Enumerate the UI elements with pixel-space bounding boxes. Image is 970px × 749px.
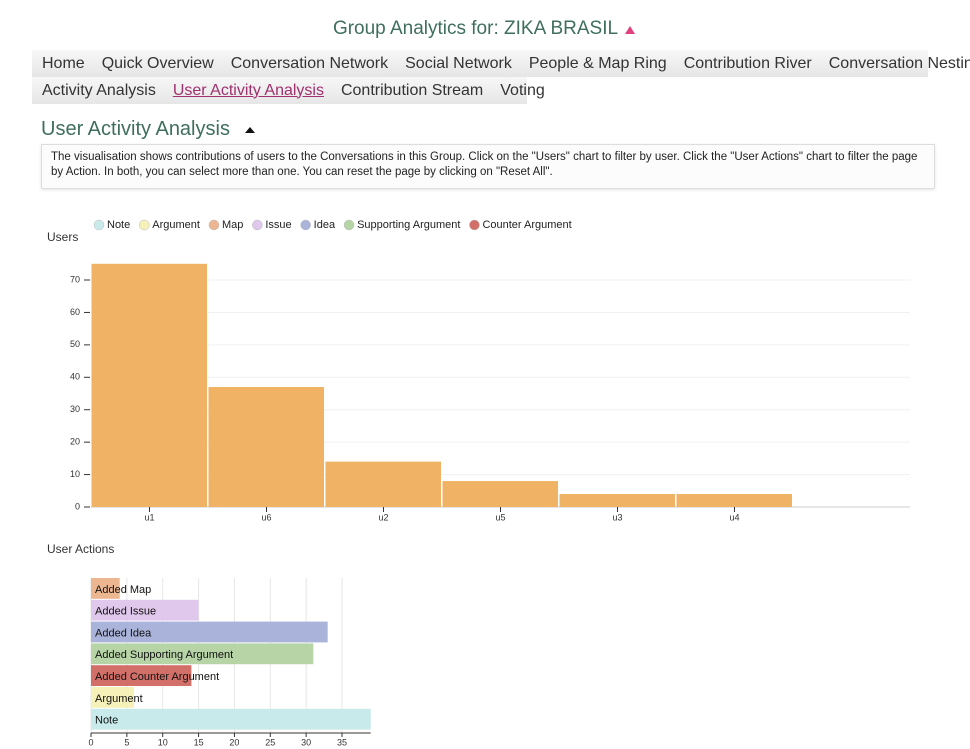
- row-bar[interactable]: [91, 621, 328, 643]
- x-tick-label: 0: [88, 737, 93, 747]
- nav-row: Home Quick Overview Conversation Network So…: [32, 50, 970, 77]
- nav-item[interactable]: Conversation Nesting: [828, 54, 970, 72]
- legend-swatch[interactable]: [300, 219, 311, 231]
- section-title-text: User Activity Analysis: [41, 118, 230, 140]
- nav-item[interactable]: User Activity Analysis: [172, 81, 324, 99]
- x-tick-label: 15: [194, 737, 204, 747]
- row-label[interactable]: Added Supporting Argument: [95, 649, 233, 661]
- row-label[interactable]: Note: [95, 715, 118, 727]
- bar[interactable]: [325, 461, 442, 507]
- x-tick-label: u5: [495, 512, 505, 522]
- row-label[interactable]: Added Idea: [95, 627, 152, 639]
- bar[interactable]: [676, 494, 793, 507]
- toggle-icon[interactable]: [244, 123, 258, 135]
- legend-swatch[interactable]: [343, 219, 355, 231]
- legend-label[interactable]: Issue: [265, 219, 291, 231]
- page-title: Group Analytics for: ZIKA BRASIL: [0, 18, 970, 40]
- legend-label[interactable]: Argument: [152, 219, 200, 231]
- x-tick-label: u2: [378, 512, 388, 522]
- legend-swatch[interactable]: [252, 219, 263, 231]
- row-bar[interactable]: [91, 643, 314, 665]
- x-tick-label: u6: [261, 512, 271, 522]
- legend-swatch[interactable]: [208, 219, 220, 231]
- nav-item[interactable]: Voting: [500, 81, 545, 99]
- row-bar[interactable]: [91, 665, 192, 686]
- row-label[interactable]: Added Counter Argument: [95, 671, 219, 683]
- nav-item[interactable]: Conversation Network: [230, 54, 389, 72]
- y-tick-label: 50: [70, 339, 80, 349]
- title-text: Group Analytics for: ZIKA BRASIL: [332, 18, 619, 39]
- legend-label[interactable]: Note: [107, 219, 130, 231]
- row-label[interactable]: Added Map: [95, 584, 151, 596]
- row-label[interactable]: Argument: [95, 693, 143, 705]
- section-title: User Activity Analysis: [41, 118, 258, 141]
- nav-item[interactable]: People & Map Ring: [528, 54, 667, 72]
- chart-title: User Actions: [47, 542, 114, 556]
- x-tick-label: 30: [301, 737, 311, 747]
- row-bar[interactable]: [91, 687, 135, 708]
- nav-item[interactable]: Quick Overview: [101, 54, 214, 72]
- chart-title: Users: [47, 230, 78, 244]
- y-tick-label: 70: [70, 274, 80, 284]
- y-tick-label: 20: [70, 437, 80, 447]
- nav-item[interactable]: Social Network: [405, 54, 512, 72]
- x-tick-label: u1: [144, 512, 154, 522]
- y-tick-label: 0: [75, 501, 80, 511]
- legend-label[interactable]: Map: [222, 219, 243, 231]
- nav-row: Activity Analysis User Activity Analysis C…: [32, 77, 545, 104]
- x-tick-label: u4: [729, 512, 739, 522]
- x-tick-label: u3: [612, 512, 622, 522]
- bar[interactable]: [91, 263, 208, 507]
- description: The visualisation shows contributions of…: [41, 144, 935, 189]
- row-bar[interactable]: [91, 599, 199, 621]
- bar[interactable]: [208, 387, 325, 507]
- x-tick-label: 10: [158, 737, 168, 747]
- toggle-icon[interactable]: [623, 23, 637, 35]
- legend-label[interactable]: Supporting Argument: [357, 219, 460, 231]
- legend-swatch[interactable]: [93, 219, 105, 231]
- row-label[interactable]: Added Issue: [95, 606, 156, 618]
- nav-item[interactable]: Activity Analysis: [42, 81, 156, 99]
- nav-item[interactable]: Contribution River: [683, 54, 812, 72]
- x-tick-label: 5: [124, 737, 129, 747]
- y-tick-label: 40: [70, 372, 80, 382]
- y-tick-label: 10: [70, 469, 80, 479]
- nav-item[interactable]: Contribution Stream: [340, 81, 484, 99]
- legend-swatch[interactable]: [469, 219, 480, 231]
- nav-item[interactable]: Home: [42, 54, 85, 72]
- x-tick-label: 35: [337, 737, 347, 747]
- x-tick-label: 20: [229, 737, 239, 747]
- row-bar[interactable]: [91, 578, 120, 599]
- legend-label[interactable]: Counter Argument: [482, 219, 571, 231]
- bar[interactable]: [442, 481, 559, 507]
- legend-swatch[interactable]: [139, 219, 150, 231]
- x-tick-label: 25: [265, 737, 275, 747]
- y-tick-label: 60: [70, 307, 80, 317]
- y-tick-label: 30: [70, 404, 80, 414]
- row-bar[interactable]: [91, 708, 371, 730]
- bar[interactable]: [559, 494, 676, 507]
- legend-label[interactable]: Idea: [314, 219, 336, 231]
